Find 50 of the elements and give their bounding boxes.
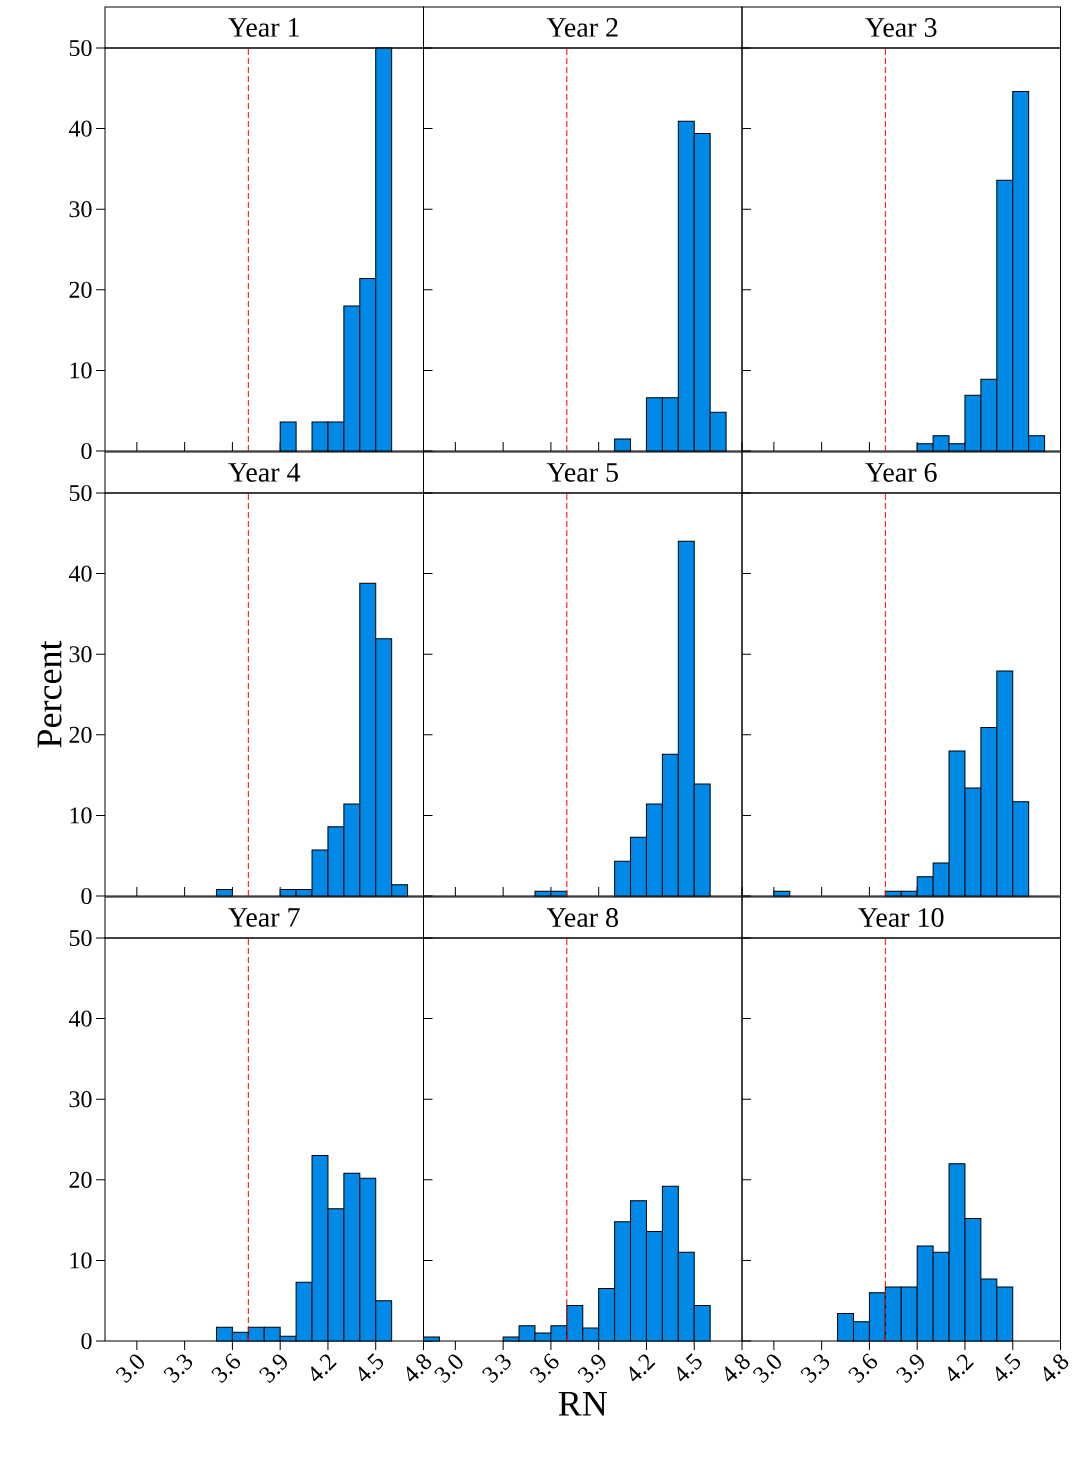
x-tick-label: 4.2 — [948, 1354, 974, 1382]
y-tick-label: 20 — [69, 1171, 92, 1188]
y-tick-label: 0 — [81, 887, 92, 905]
x-tick-label: 3.9 — [259, 1354, 287, 1384]
x-tick-label: 3.3 — [482, 1354, 511, 1384]
y-tick-label: 20 — [69, 281, 92, 298]
x-axis-title: RN — [558, 1391, 607, 1416]
y-tick-label: 10 — [70, 807, 92, 824]
chart-title: Year 8 — [546, 908, 618, 927]
chart-title: Year 3 — [865, 18, 937, 37]
x-tick-label: 4.5 — [995, 1353, 1021, 1382]
y-tick-label: 20 — [69, 726, 92, 743]
chart-title: Year 6 — [865, 463, 937, 482]
x-tick-label: 3.6 — [211, 1353, 241, 1384]
chart-title: Year 10 — [858, 908, 944, 927]
chart-title: Year 4 — [228, 463, 301, 482]
y-tick-label: 0 — [81, 442, 92, 460]
y-tick-label: 30 — [69, 646, 92, 663]
x-tick-label: 3.0 — [115, 1354, 145, 1384]
x-tick-label: 3.6 — [529, 1353, 559, 1384]
y-tick-label: 30 — [69, 201, 92, 218]
x-tick-label: 4.8 — [1043, 1354, 1069, 1382]
y-tick-label: 40 — [68, 1010, 92, 1027]
y-tick-label: 50 — [69, 39, 92, 57]
x-tick-label: 4.8 — [406, 1354, 432, 1382]
y-tick-label: 50 — [69, 929, 92, 947]
x-tick-label: 3.0 — [752, 1354, 782, 1384]
y-tick-label: 50 — [69, 484, 92, 502]
x-tick-label: 3.6 — [848, 1353, 878, 1384]
chart-title: Year 1 — [228, 18, 299, 37]
y-tick-label: 40 — [68, 120, 92, 137]
x-tick-label: 4.5 — [677, 1353, 702, 1382]
x-tick-label: 4.2 — [311, 1354, 337, 1382]
x-tick-label: 3.3 — [163, 1354, 193, 1384]
y-tick-label: 40 — [68, 565, 92, 582]
y-tick-label: 10 — [70, 1252, 92, 1269]
x-tick-label: 3.9 — [577, 1354, 606, 1384]
chart-title: Year 2 — [546, 18, 618, 37]
x-tick-label: 3.9 — [896, 1354, 924, 1384]
chart-title: Year 7 — [228, 908, 300, 927]
y-tick-label: 30 — [69, 1091, 92, 1108]
y-tick-label: 0 — [81, 1332, 92, 1350]
x-tick-label: 3.3 — [800, 1354, 830, 1384]
x-tick-label: 4.5 — [358, 1353, 384, 1382]
chart-title: Year 5 — [546, 463, 618, 482]
x-tick-label: 4.8 — [725, 1354, 750, 1382]
x-tick-label: 3.0 — [434, 1354, 463, 1384]
y-axis-title: Percent — [37, 640, 62, 748]
x-tick-label: 4.2 — [629, 1354, 656, 1382]
y-tick-label: 10 — [70, 362, 92, 379]
